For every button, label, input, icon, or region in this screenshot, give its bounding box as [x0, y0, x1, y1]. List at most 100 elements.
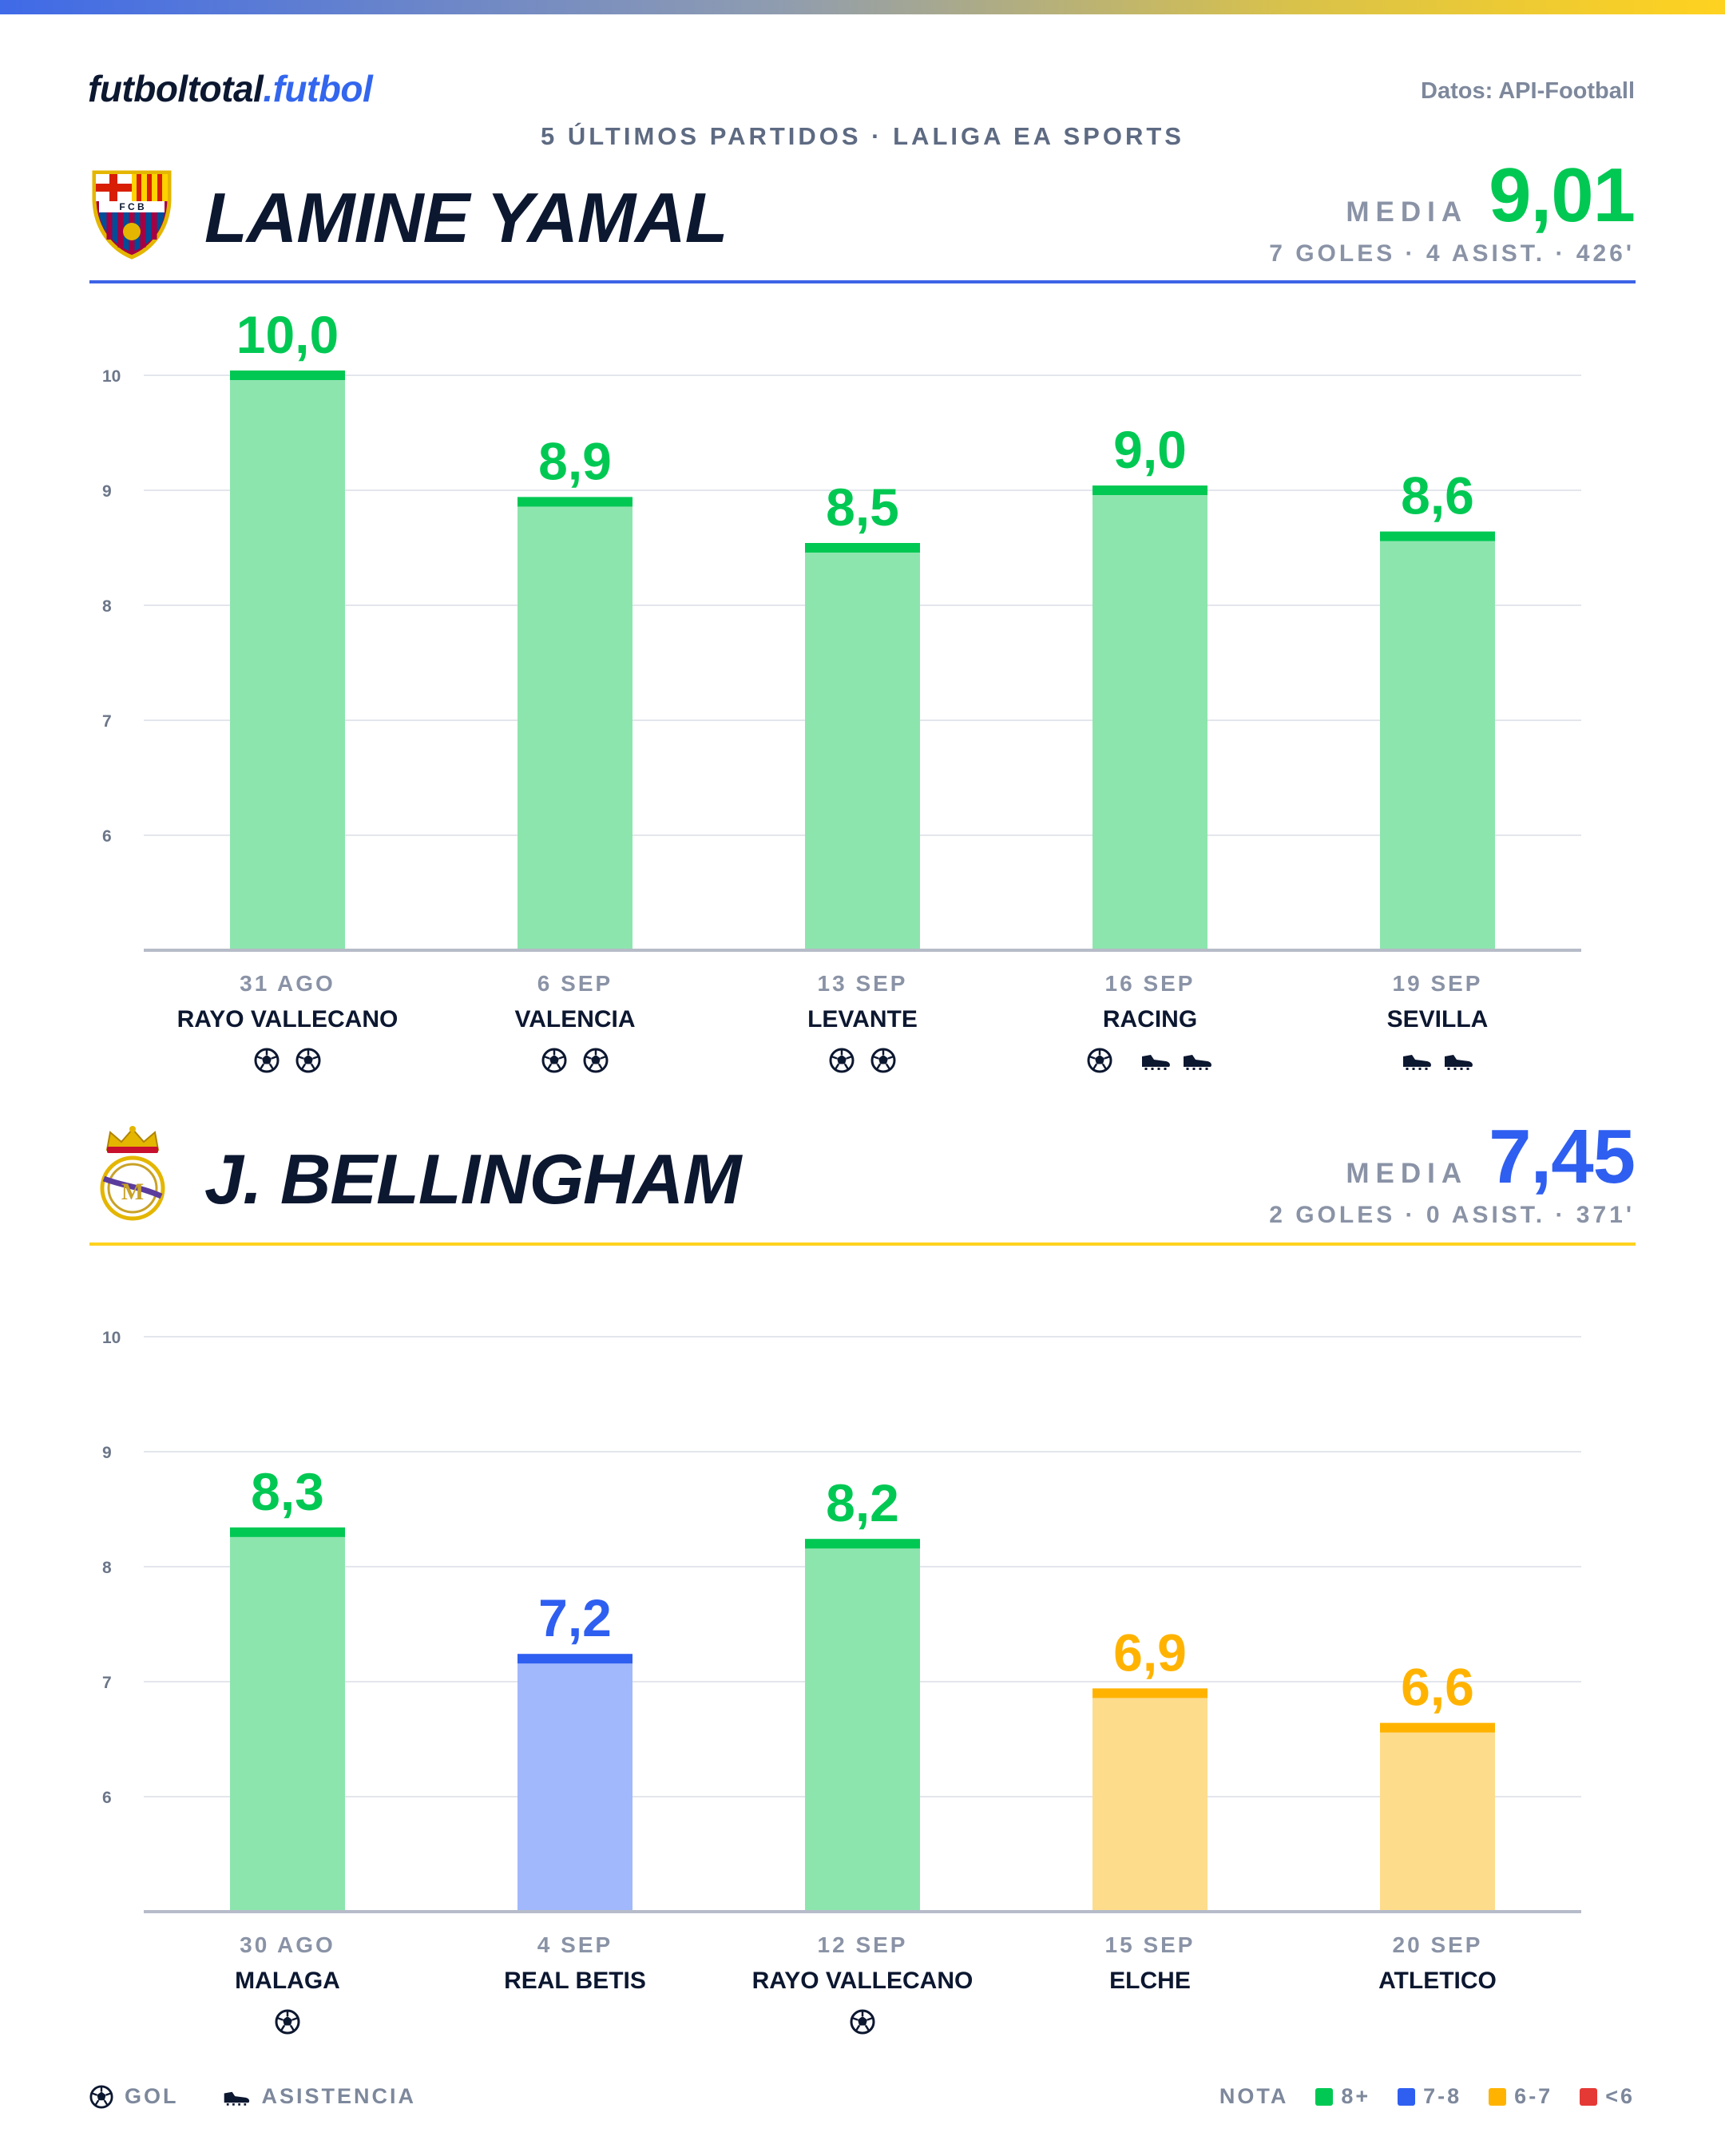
rating-bar [805, 1544, 920, 1912]
y-tick-label: 9 [102, 1444, 112, 1462]
rating-bar-cap [1092, 485, 1208, 495]
media-value: 7,45 [1489, 1114, 1636, 1199]
legend-band-label: 8+ [1341, 2084, 1371, 2108]
rating-bar-cap [518, 1654, 632, 1664]
goal-ball-icon [850, 2009, 875, 2035]
match-date: 30 AGO [240, 1932, 335, 1957]
media-row: MEDIA 9,01 [1346, 152, 1636, 240]
data-source: Datos: API-Football [1421, 78, 1635, 104]
legend-swatch-blue [1398, 2087, 1416, 2106]
subtitle: 5 ÚLTIMOS PARTIDOS · LALIGA EA SPORTS [541, 122, 1184, 150]
rating-value-label: 8,3 [251, 1462, 324, 1521]
rating-bar [1092, 490, 1208, 950]
legend-assist-label: ASISTENCIA [261, 2084, 417, 2108]
svg-text:F C B: F C B [119, 201, 145, 212]
match-date: 4 SEP [537, 1932, 613, 1957]
y-tick-label: 9 [102, 482, 112, 501]
y-tick-label: 10 [102, 367, 121, 386]
rating-value-label: 8,2 [826, 1473, 899, 1532]
boot-icon [224, 2091, 249, 2106]
header-rule [89, 280, 1636, 283]
soccer-ball-icon [89, 2084, 113, 2109]
svg-text:M: M [121, 1179, 144, 1205]
legend-icons: GOL ASISTENCIA [89, 2084, 416, 2109]
rating-bar-cap [230, 1527, 345, 1537]
match-date: 12 SEP [818, 1932, 908, 1957]
rating-bar [518, 1659, 632, 1912]
assist-boot-icon [1403, 1055, 1431, 1070]
y-tick-label: 6 [102, 827, 112, 846]
opponent-name: RACING [1103, 1006, 1197, 1032]
media-value: 9,01 [1489, 153, 1636, 238]
brand-name: futboltotal [88, 68, 264, 109]
rating-bar-cap [518, 497, 632, 507]
y-tick-label: 7 [102, 1674, 112, 1692]
rating-bar [230, 1532, 345, 1912]
rating-value-label: 6,9 [1113, 1623, 1187, 1682]
rating-bar [518, 501, 632, 950]
match-date: 19 SEP [1393, 971, 1483, 996]
legend-nota-label: NOTA [1219, 2084, 1289, 2108]
match-date: 15 SEP [1105, 1932, 1196, 1957]
y-tick-label: 6 [102, 1789, 112, 1807]
rating-value-label: 6,6 [1401, 1658, 1474, 1717]
player-stats: 2 GOLES · 0 ASIST. · 371' [1269, 1202, 1635, 1228]
assist-boot-icon [1142, 1055, 1170, 1070]
opponent-name: MALAGA [235, 1968, 340, 1994]
opponent-name: ELCHE [1109, 1968, 1191, 1994]
opponent-name: SEVILLA [1387, 1006, 1489, 1032]
media-label: MEDIA [1346, 1158, 1469, 1189]
goal-ball-icon [870, 1048, 896, 1073]
player-stats: 7 GOLES · 4 ASIST. · 426' [1269, 240, 1635, 267]
assist-boot-icon [1445, 1055, 1473, 1070]
real-madrid-crest-icon: M [100, 1126, 165, 1221]
goal-ball-icon [254, 1048, 280, 1073]
rating-value-label: 7,2 [538, 1588, 612, 1647]
rating-bar-cap [1092, 1688, 1208, 1698]
opponent-name: RAYO VALLECANO [752, 1968, 974, 1994]
brand-logo: futboltotal.futbol [88, 67, 373, 110]
y-tick-label: 7 [102, 712, 112, 731]
legend-swatch-green [1315, 2087, 1334, 2106]
match-date: 31 AGO [240, 971, 335, 996]
y-tick-label: 8 [102, 597, 112, 616]
goal-ball-icon [583, 1048, 609, 1073]
rating-value-label: 8,9 [538, 431, 612, 490]
legend-band-label: 6-7 [1514, 2084, 1553, 2108]
y-tick-label: 8 [102, 1559, 112, 1577]
rating-value-label: 8,6 [1401, 466, 1474, 525]
top-gradient-bar [0, 0, 1725, 14]
match-date: 6 SEP [537, 971, 613, 996]
goal-ball-icon [295, 1048, 321, 1073]
rating-bar-cap [1380, 1722, 1495, 1733]
rating-bar [1380, 1727, 1495, 1912]
brand-suffix: .futbol [263, 68, 373, 109]
rating-bar-cap [230, 371, 345, 380]
goal-ball-icon [1087, 1048, 1112, 1073]
legend-band-label: <6 [1605, 2084, 1635, 2108]
rating-chart-yamal: 6 7 8 9 10 10,0 31 AGO RAYO VALLECANO 8,9 6 SEP VA… [102, 305, 1581, 1073]
rating-bar [805, 548, 920, 950]
media-label: MEDIA [1346, 196, 1469, 228]
opponent-name: RAYO VALLECANO [177, 1006, 399, 1032]
match-date: 20 SEP [1393, 1932, 1483, 1957]
goal-ball-icon [541, 1048, 567, 1073]
rating-bar [1092, 1693, 1208, 1912]
goal-ball-icon [829, 1048, 855, 1073]
match-date: 13 SEP [818, 971, 908, 996]
rating-value-label: 10,0 [236, 305, 339, 364]
opponent-name: REAL BETIS [504, 1968, 646, 1994]
goal-ball-icon [275, 2009, 300, 2035]
match-date: 16 SEP [1105, 971, 1196, 996]
opponent-name: VALENCIA [514, 1006, 635, 1032]
legend-rating-bands: NOTA 8+ 7-8 6-7 <6 [1219, 2084, 1635, 2109]
legend-swatch-amber [1489, 2087, 1507, 2106]
rating-value-label: 9,0 [1113, 420, 1187, 479]
rating-bar [230, 375, 345, 950]
y-tick-label: 10 [102, 1329, 121, 1347]
legend-swatch-red [1580, 2087, 1598, 2106]
header-rule [89, 1242, 1636, 1246]
rating-bar-cap [805, 1539, 920, 1549]
media-row: MEDIA 7,45 [1346, 1113, 1636, 1201]
rating-bar-cap [805, 543, 920, 553]
